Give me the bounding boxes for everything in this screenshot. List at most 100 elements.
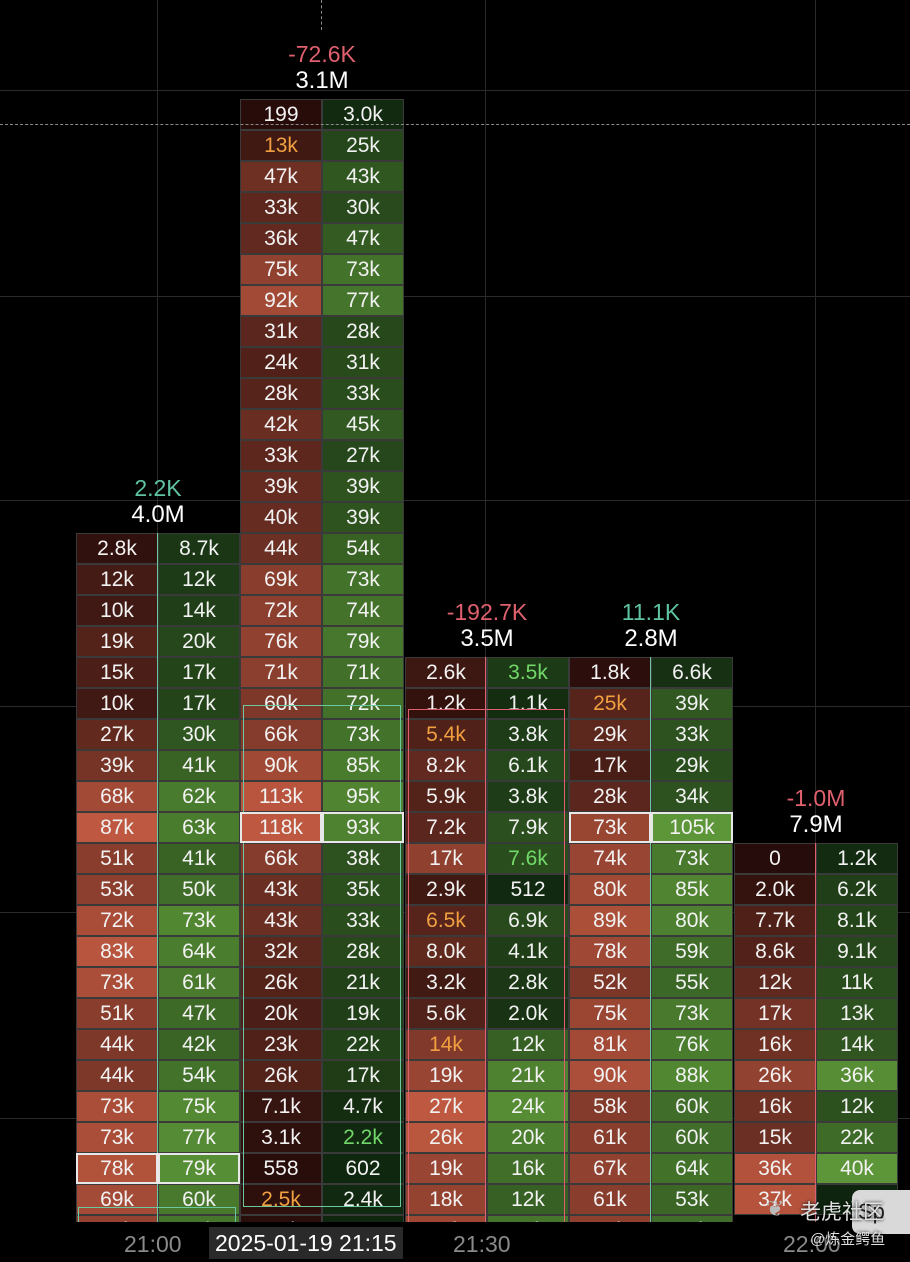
ask-volume-cell[interactable]: 6.6k [651,657,733,688]
bid-volume-cell[interactable]: 44k [240,533,322,564]
ask-volume-cell[interactable]: 2.0k [487,998,569,1029]
bid-volume-cell[interactable]: 68k [76,781,158,812]
ask-volume-cell[interactable]: 73k [158,905,240,936]
bid-volume-cell[interactable]: 13k [240,130,322,161]
ask-volume-cell[interactable]: 27k [322,440,404,471]
ask-volume-cell[interactable]: 33k [651,719,733,750]
bid-volume-cell[interactable]: 0 [734,843,816,874]
bid-volume-cell[interactable]: 26k [240,1060,322,1091]
ask-volume-cell[interactable]: 8.7k [158,533,240,564]
bid-volume-cell[interactable]: 19k [76,626,158,657]
ask-volume-cell[interactable]: 7.6k [487,843,569,874]
ask-volume-cell[interactable]: 3.0k [322,99,404,130]
ask-volume-cell[interactable]: 41k [158,843,240,874]
ask-volume-cell[interactable]: 13k [816,998,898,1029]
ask-volume-cell[interactable]: 33k [322,378,404,409]
bid-volume-cell[interactable]: 15k [76,657,158,688]
bid-volume-cell[interactable]: 67k [569,1153,651,1184]
bid-volume-cell[interactable]: 51k [76,843,158,874]
ask-volume-cell[interactable]: 73k [322,564,404,595]
bid-volume-cell[interactable]: 8.0k [405,936,487,967]
ask-volume-cell[interactable]: 59k [651,936,733,967]
ask-volume-cell[interactable]: 64k [158,936,240,967]
bid-volume-cell[interactable]: 16k [734,1029,816,1060]
ask-volume-cell[interactable]: 2.2k [322,1122,404,1153]
ask-volume-cell[interactable]: 77k [322,285,404,316]
ask-volume-cell[interactable]: 16k [487,1153,569,1184]
bid-volume-cell[interactable]: 90k [240,750,322,781]
ask-volume-cell[interactable]: 61k [158,967,240,998]
bid-volume-cell[interactable]: 17k [734,998,816,1029]
ask-volume-cell[interactable]: 3.8k [487,719,569,750]
ask-volume-cell[interactable]: 73k [322,254,404,285]
ask-volume-cell[interactable]: 95k [322,781,404,812]
ask-volume-cell[interactable]: 29k [651,750,733,781]
bid-volume-cell[interactable]: 8.6k [734,936,816,967]
bid-volume-cell[interactable]: 2.6k [405,657,487,688]
bid-volume-cell[interactable]: 17k [405,843,487,874]
bid-volume-cell[interactable]: 7.2k [405,812,487,843]
ask-volume-cell[interactable]: 85k [322,750,404,781]
bid-volume-cell[interactable]: 37k [734,1184,816,1215]
bid-volume-cell[interactable]: 10k [76,688,158,719]
ask-volume-cell[interactable]: 79k [158,1153,240,1184]
ask-volume-cell[interactable]: 105k [651,812,733,843]
ask-volume-cell[interactable]: 3.8k [487,781,569,812]
ask-volume-cell[interactable]: 60k [651,1122,733,1153]
bid-volume-cell[interactable]: 5.4k [405,719,487,750]
ask-volume-cell[interactable]: 2.4k [322,1184,404,1215]
ask-volume-cell[interactable]: 64k [651,1153,733,1184]
bid-volume-cell[interactable]: 19k [405,1153,487,1184]
ask-volume-cell[interactable]: 39k [651,688,733,719]
ask-volume-cell[interactable]: 4.7k [322,1091,404,1122]
ask-volume-cell[interactable]: 12k [487,1184,569,1215]
ask-volume-cell[interactable]: 39k [322,471,404,502]
ask-volume-cell[interactable]: 72k [322,688,404,719]
ask-volume-cell[interactable]: 75k [158,1091,240,1122]
bid-volume-cell[interactable]: 69k [240,564,322,595]
bid-volume-cell[interactable]: 75k [569,998,651,1029]
ask-volume-cell[interactable]: 31k [322,347,404,378]
bid-volume-cell[interactable]: 73k [76,967,158,998]
ask-volume-cell[interactable]: 74k [322,595,404,626]
bid-volume-cell[interactable]: 5.6k [405,998,487,1029]
ask-volume-cell[interactable]: 14k [158,595,240,626]
ask-volume-cell[interactable]: 73k [651,843,733,874]
ask-volume-cell[interactable]: 24k [487,1091,569,1122]
bid-volume-cell[interactable]: 113k [240,781,322,812]
bid-volume-cell[interactable]: 51k [76,998,158,1029]
bid-volume-cell[interactable]: 2.9k [405,874,487,905]
ask-volume-cell[interactable]: 47k [322,223,404,254]
bid-volume-cell[interactable]: 1.2k [405,688,487,719]
ask-volume-cell[interactable]: 85k [651,874,733,905]
bid-volume-cell[interactable]: 26k [734,1060,816,1091]
bid-volume-cell[interactable]: 199 [240,99,322,130]
ask-volume-cell[interactable]: 28k [322,936,404,967]
ask-volume-cell[interactable]: 21k [322,967,404,998]
bid-volume-cell[interactable]: 2.8k [76,533,158,564]
bid-volume-cell[interactable]: 43k [240,905,322,936]
bid-volume-cell[interactable]: 69k [76,1184,158,1215]
ask-volume-cell[interactable]: 4.1k [487,936,569,967]
bid-volume-cell[interactable]: 17k [569,750,651,781]
ask-volume-cell[interactable]: 12k [158,564,240,595]
ask-volume-cell[interactable]: 602 [322,1153,404,1184]
ask-volume-cell[interactable]: 53k [651,1184,733,1215]
ask-volume-cell[interactable]: 63k [158,812,240,843]
ask-volume-cell[interactable]: 60k [651,1091,733,1122]
ask-volume-cell[interactable]: 1.1k [487,688,569,719]
ask-volume-cell[interactable]: 12k [816,1091,898,1122]
bid-volume-cell[interactable]: 81k [569,1029,651,1060]
ask-volume-cell[interactable]: 43k [322,161,404,192]
bid-volume-cell[interactable]: 6.5k [405,905,487,936]
bid-volume-cell[interactable]: 53k [76,874,158,905]
bid-volume-cell[interactable]: 7.7k [734,905,816,936]
ask-volume-cell[interactable]: 93k [322,812,404,843]
bid-volume-cell[interactable]: 58k [569,1091,651,1122]
bid-volume-cell[interactable]: 66k [240,719,322,750]
ask-volume-cell[interactable]: 7.9k [487,812,569,843]
ask-volume-cell[interactable]: 17k [322,1060,404,1091]
bid-volume-cell[interactable]: 15k [734,1122,816,1153]
ask-volume-cell[interactable]: 14k [816,1029,898,1060]
bid-volume-cell[interactable]: 52k [569,967,651,998]
